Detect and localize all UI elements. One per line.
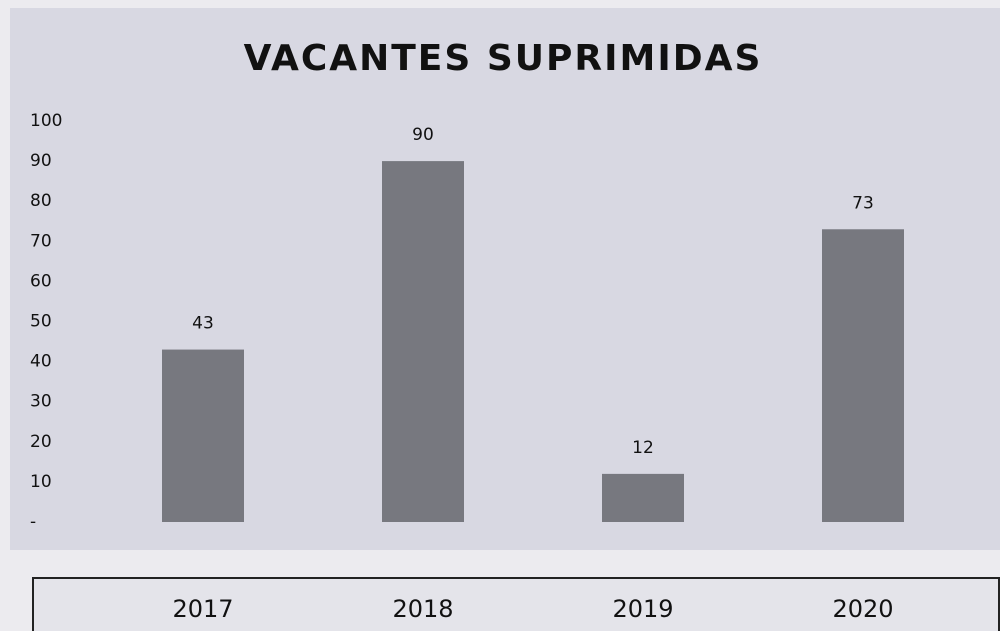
bar	[162, 349, 244, 522]
y-tick-label: -	[30, 512, 36, 532]
data-label: 90	[412, 125, 434, 145]
data-label: 43	[192, 314, 214, 334]
data-label: 12	[632, 438, 654, 458]
y-tick-label: 10	[30, 472, 52, 492]
y-tick-label: 30	[30, 392, 52, 412]
bar	[382, 161, 464, 522]
y-tick-label: 20	[30, 432, 52, 452]
y-tick-label: 80	[30, 191, 52, 211]
bar	[822, 229, 904, 522]
x-tick-label: 2018	[392, 595, 453, 623]
bar	[602, 473, 684, 522]
x-tick-label: 2020	[832, 595, 893, 623]
chart-title: VACANTES SUPRIMIDAS	[244, 38, 763, 79]
y-tick-label: 40	[30, 352, 52, 372]
x-tick-label: 2017	[172, 595, 233, 623]
y-tick-label: 100	[30, 111, 62, 131]
y-tick-label: 90	[30, 151, 52, 171]
data-label: 73	[852, 193, 874, 213]
x-tick-label: 2019	[612, 595, 673, 623]
category-box	[32, 577, 1000, 631]
y-tick-label: 70	[30, 231, 52, 251]
y-tick-label: 50	[30, 312, 52, 332]
y-tick-label: 60	[30, 271, 52, 291]
